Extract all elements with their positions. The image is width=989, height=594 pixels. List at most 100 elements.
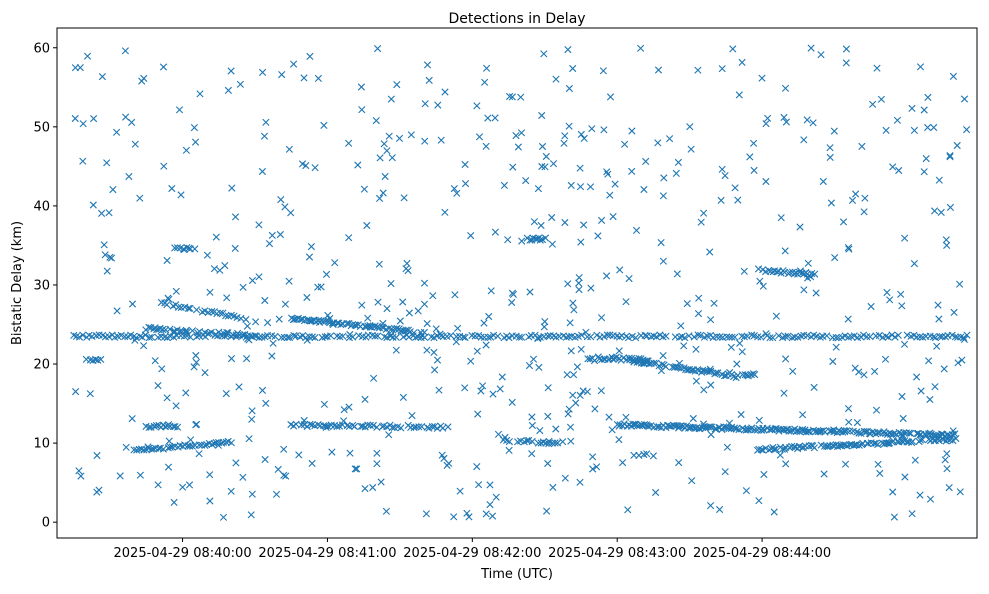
data-point-x-marker <box>830 127 838 135</box>
data-point-x-marker <box>518 237 526 245</box>
data-point-x-marker <box>924 93 932 101</box>
data-point-x-marker <box>239 283 247 291</box>
data-point-x-marker <box>541 163 549 171</box>
data-point-x-marker <box>395 134 404 142</box>
data-point-x-marker <box>420 328 428 336</box>
data-point-x-marker <box>227 487 235 495</box>
data-point-x-marker <box>680 342 688 350</box>
data-point-x-marker <box>734 196 742 204</box>
data-point-x-marker <box>86 390 94 398</box>
data-point-x-marker <box>383 305 391 313</box>
data-point-x-marker <box>746 153 754 161</box>
data-point-x-marker <box>494 332 502 340</box>
data-point-x-marker <box>343 319 351 328</box>
data-point-x-marker <box>949 437 957 445</box>
data-point-x-marker <box>487 287 495 295</box>
data-point-x-marker <box>379 189 387 197</box>
data-point-x-marker <box>608 426 616 434</box>
data-point-x-marker <box>252 318 260 326</box>
data-point-x-marker <box>748 424 756 432</box>
data-point-x-marker <box>697 331 705 339</box>
data-point-x-marker <box>170 498 178 506</box>
data-point-x-marker <box>943 241 951 249</box>
data-point-x-marker <box>314 421 322 429</box>
data-point-x-marker <box>328 448 336 456</box>
data-point-x-marker <box>621 140 629 148</box>
data-point-x-marker <box>781 445 789 453</box>
data-point-x-marker <box>402 326 410 334</box>
data-point-x-marker <box>662 332 670 340</box>
data-point-x-marker <box>461 333 469 342</box>
data-point-x-marker <box>251 332 259 340</box>
data-point-x-marker <box>222 312 230 320</box>
data-point-x-marker <box>268 231 276 239</box>
data-point-x-marker <box>485 312 493 321</box>
data-point-x-marker <box>242 315 250 324</box>
data-point-x-marker <box>935 176 943 184</box>
data-point-x-marker <box>872 406 881 414</box>
data-point-x-marker <box>893 116 901 124</box>
data-point-x-marker <box>421 137 429 145</box>
data-point-x-marker <box>677 422 685 430</box>
data-point-x-marker <box>910 260 918 268</box>
data-point-x-marker <box>827 427 836 435</box>
data-point-x-marker <box>234 329 242 337</box>
data-point-x-marker <box>430 334 438 342</box>
data-point-x-marker <box>710 299 718 307</box>
data-point-x-marker <box>564 46 572 54</box>
data-point-x-marker <box>716 505 724 514</box>
data-point-x-marker <box>375 260 383 268</box>
plot-frame <box>56 27 978 539</box>
data-point-x-marker <box>917 387 925 395</box>
data-point-x-marker <box>713 333 721 341</box>
data-point-x-marker <box>224 86 232 94</box>
data-point-x-marker <box>933 342 941 350</box>
data-point-x-marker <box>140 342 148 350</box>
data-point-x-marker <box>522 177 530 185</box>
data-point-x-marker <box>210 439 218 448</box>
data-point-x-marker <box>740 333 748 341</box>
data-point-x-marker <box>496 385 504 393</box>
data-point-x-marker <box>772 445 780 453</box>
data-point-x-marker <box>858 142 866 150</box>
data-point-x-marker <box>172 287 180 295</box>
data-point-x-marker <box>387 331 395 339</box>
chart-title: Detections in Delay <box>448 11 585 27</box>
data-point-x-marker <box>875 331 883 339</box>
data-point-x-marker <box>452 333 460 341</box>
data-point-x-marker <box>942 236 950 244</box>
data-point-x-marker <box>474 410 482 418</box>
data-point-x-marker <box>210 265 218 273</box>
data-point-x-marker <box>916 333 924 341</box>
data-point-x-marker <box>203 251 211 259</box>
data-point-x-marker <box>628 167 636 175</box>
data-point-x-marker <box>624 334 633 342</box>
data-point-x-marker <box>868 428 876 436</box>
data-point-x-marker <box>500 181 508 189</box>
data-point-x-marker <box>860 208 868 216</box>
data-point-x-marker <box>227 355 236 363</box>
data-point-x-marker <box>852 190 860 198</box>
data-point-x-marker <box>163 301 171 309</box>
data-point-x-marker <box>807 44 815 52</box>
data-point-x-marker <box>922 155 930 163</box>
data-point-x-marker <box>136 471 144 479</box>
data-point-x-marker <box>515 333 523 341</box>
data-point-x-marker <box>706 248 714 256</box>
data-point-x-marker <box>565 122 573 130</box>
data-point-x-marker <box>565 84 573 93</box>
data-point-x-marker <box>886 296 894 304</box>
data-point-x-marker <box>756 277 764 285</box>
data-point-x-marker <box>593 463 601 471</box>
data-point-x-marker <box>735 426 743 434</box>
data-point-x-marker <box>946 203 954 211</box>
data-point-x-marker <box>484 114 492 122</box>
data-point-x-marker <box>960 334 968 342</box>
data-point-x-marker <box>106 253 114 261</box>
data-point-x-marker <box>561 132 569 140</box>
data-point-x-marker <box>851 364 859 372</box>
data-point-x-marker <box>572 399 580 407</box>
data-point-x-marker <box>204 330 212 338</box>
data-point-x-marker <box>569 391 577 399</box>
